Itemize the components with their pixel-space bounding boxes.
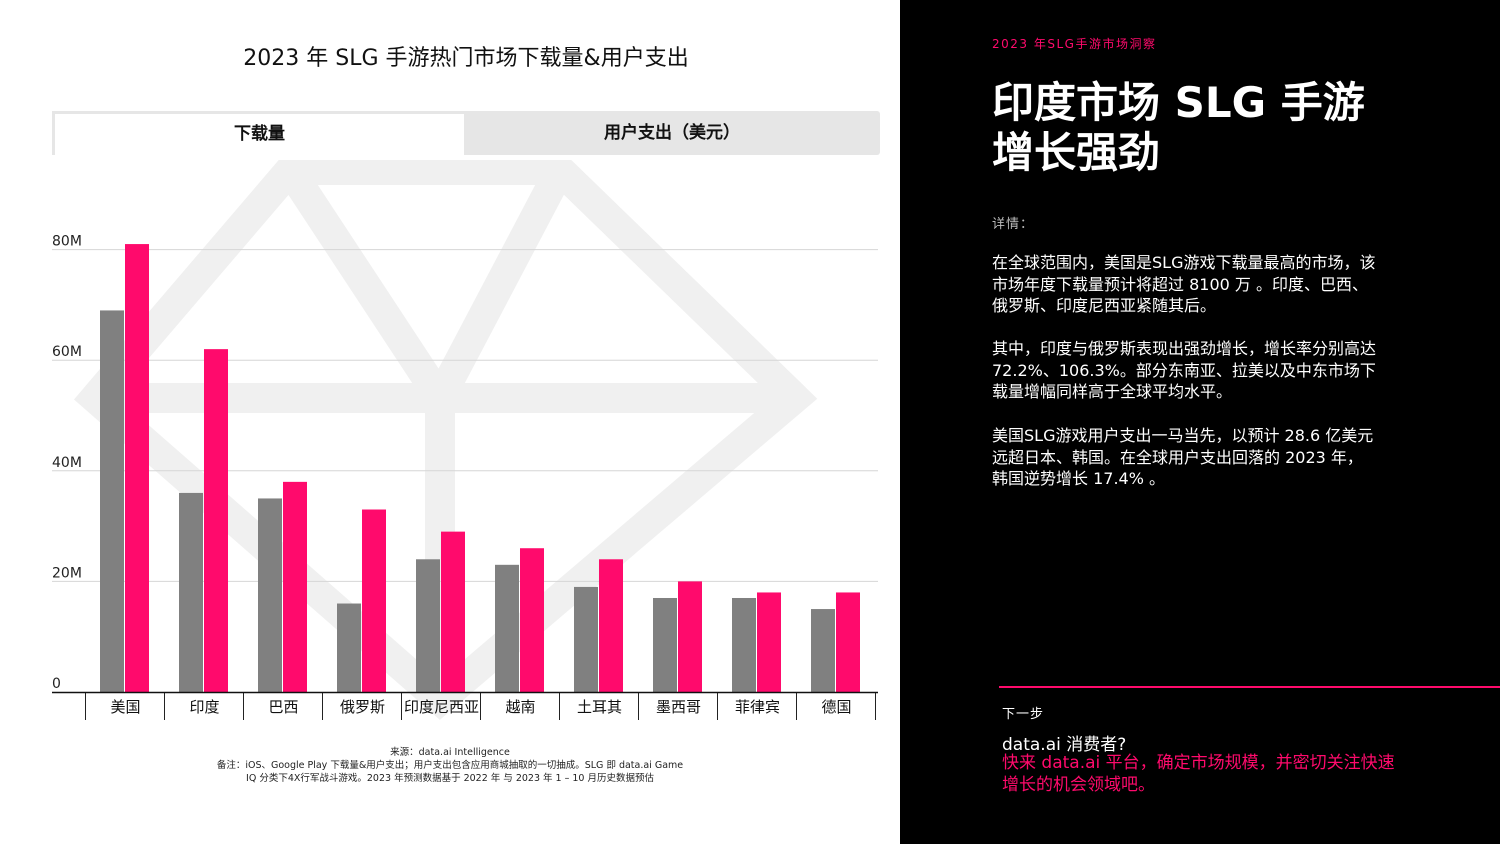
insight-panel: 2023 年SLG手游市场洞察 印度市场 SLG 手游 增长强劲 详情： 在全球… xyxy=(900,0,1500,844)
headline-line-1: 印度市场 SLG 手游 xyxy=(992,78,1365,127)
bar-pink-7 xyxy=(678,581,702,692)
bar-pink-4 xyxy=(441,531,465,692)
kicker-label: 2023 年SLG手游市场洞察 xyxy=(992,37,1157,51)
headline-line-2: 增长强劲 xyxy=(992,128,1161,177)
y-tick-label: 80M xyxy=(52,234,82,250)
x-tick-label: 土耳其 xyxy=(577,698,622,716)
tab-bar: 下载量 用户支出（美元） xyxy=(52,111,880,155)
detail-label: 详情： xyxy=(992,217,1035,232)
chart-panel: 2023 年 SLG 手游热门市场下载量&用户支出 下载量 用户支出（美元） 0… xyxy=(52,46,880,785)
paragraph-1: 在全球范围内，美国是SLG游戏下载量最高的市场，该 市场年度下载量预计将超过 8… xyxy=(992,252,1412,317)
chart-title: 2023 年 SLG 手游热门市场下载量&用户支出 xyxy=(243,46,689,71)
divider-line xyxy=(999,686,1500,688)
bar-gray-5 xyxy=(495,564,519,692)
tab-user-spend[interactable]: 用户支出（美元） xyxy=(604,123,740,143)
bar-gray-9 xyxy=(811,609,835,692)
x-tick-label: 德国 xyxy=(821,698,851,716)
y-tick-label: 60M xyxy=(52,344,82,360)
paragraph-2: 其中，印度与俄罗斯表现出强劲增长，增长率分别高达 72.2%、106.3%。部分… xyxy=(992,338,1412,403)
cta-link-line-2[interactable]: 增长的机会领域吧。 xyxy=(1002,775,1155,795)
headline: 印度市场 SLG 手游 增长强劲 xyxy=(992,78,1452,178)
bar-pink-3 xyxy=(362,509,386,692)
paragraph-3: 美国SLG游戏用户支出一马当先，以预计 28.6 亿美元 远超日本、韩国。在全球… xyxy=(992,425,1412,490)
bar-gray-4 xyxy=(416,559,440,692)
source-line: 来源：data.ai Intelligence xyxy=(390,747,510,758)
bar-chart: 0 20M 40M 60M 80M 美国 印度 巴西 俄罗斯 印度尼西亚 越南 土耳其 墨西哥 菲律宾 德国 xyxy=(52,160,878,720)
bar-gray-2 xyxy=(258,498,282,692)
x-tick-label: 墨西哥 xyxy=(656,698,701,716)
x-tick-label: 巴西 xyxy=(268,698,298,716)
bar-pink-9 xyxy=(836,592,860,692)
paragraph-line: 美国SLG游戏用户支出一马当先，以预计 28.6 亿美元 xyxy=(992,426,1374,445)
paragraph-line: 韩国逆势增长 17.4% 。 xyxy=(992,469,1166,488)
note-line-1: 备注：iOS、Google Play 下载量&用户支出；用户支出包含应用商城抽取… xyxy=(216,760,684,771)
paragraph-line: 俄罗斯、印度尼西亚紧随其后。 xyxy=(992,296,1217,315)
bar-layer xyxy=(100,244,860,692)
bar-pink-0 xyxy=(125,244,149,692)
tab-downloads[interactable]: 下载量 xyxy=(52,111,464,155)
note-line-2: IQ 分类下4X行军战斗游戏。2023 年预测数据基于 2022 年 与 202… xyxy=(246,773,654,784)
bar-gray-8 xyxy=(732,597,756,692)
cta-question: data.ai 消费者? xyxy=(1002,735,1127,755)
y-tick-label: 40M xyxy=(52,455,82,471)
bar-gray-7 xyxy=(653,597,677,692)
x-tick-label: 俄罗斯 xyxy=(340,698,385,716)
paragraph-line: 在全球范围内，美国是SLG游戏下载量最高的市场，该 xyxy=(992,253,1376,272)
bar-gray-3 xyxy=(337,603,361,692)
x-tick-label: 越南 xyxy=(505,698,535,716)
bar-pink-8 xyxy=(757,592,781,692)
source-note: 来源：data.ai Intelligence 备注：iOS、Google Pl… xyxy=(180,746,720,785)
bar-pink-6 xyxy=(599,559,623,692)
next-step-label: 下一步 xyxy=(1002,707,1045,722)
bar-pink-1 xyxy=(204,349,228,692)
x-tick-label: 菲律宾 xyxy=(735,698,780,716)
bar-pink-2 xyxy=(283,481,307,692)
paragraph-line: 市场年度下载量预计将超过 8100 万 。印度、巴西、 xyxy=(992,274,1368,294)
x-tick-label: 印度尼西亚 xyxy=(404,698,479,716)
axis-layer: 0 20M 40M 60M 80M 美国 印度 巴西 俄罗斯 印度尼西亚 越南 土耳其 墨西哥 菲律宾 德国 xyxy=(52,234,878,720)
paragraph-line: 72.2%、106.3%。部分东南亚、拉美以及中东市场下 xyxy=(992,360,1376,380)
cta-link[interactable]: 快来 data.ai 平台，确定市场规模，并密切关注快速 增长的机会领域吧。 xyxy=(1002,752,1432,796)
paragraph-line: 其中，印度与俄罗斯表现出强劲增长，增长率分别高达 xyxy=(992,339,1377,358)
bar-gray-0 xyxy=(100,310,124,692)
bar-gray-6 xyxy=(574,586,598,692)
x-tick-label: 印度 xyxy=(189,698,219,716)
cta-link-line-1[interactable]: 快来 data.ai 平台，确定市场规模，并密切关注快速 xyxy=(1002,753,1395,773)
paragraph-line: 载量增幅同样高于全球平均水平。 xyxy=(992,382,1233,401)
y-tick-label: 20M xyxy=(52,565,82,581)
paragraph-line: 远超日本、韩国。在全球用户支出回落的 2023 年， xyxy=(992,447,1363,467)
x-tick-label: 美国 xyxy=(110,698,140,716)
y-tick-label: 0 xyxy=(52,676,61,692)
bar-gray-1 xyxy=(179,492,203,692)
bar-pink-5 xyxy=(520,548,544,692)
